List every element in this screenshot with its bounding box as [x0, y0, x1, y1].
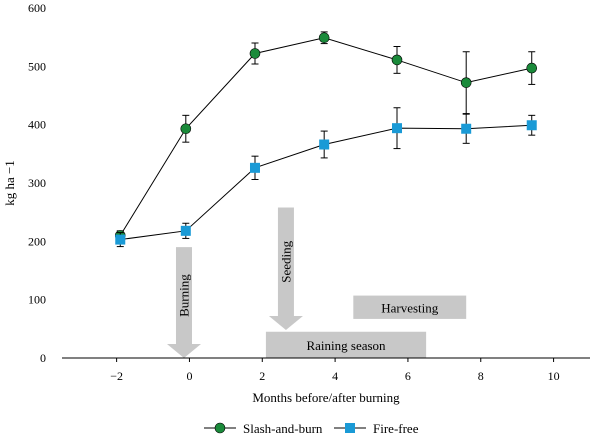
series-layer: [114, 31, 538, 248]
data-point: [249, 48, 261, 59]
y-axis-title: kg ha −1: [2, 160, 17, 206]
series-line-slash-and-burn: [119, 37, 532, 236]
x-tick-label: 8: [478, 369, 484, 383]
x-tick-label: 4: [332, 369, 338, 383]
x-tick-label: 6: [405, 369, 411, 383]
seeding-label: Seeding: [278, 240, 293, 282]
x-tick-label: 10: [548, 369, 560, 383]
burning-arrow: [166, 247, 201, 358]
data-point: [115, 234, 126, 245]
x-axis-ticks: −2 0 2 4 6 8 10: [110, 358, 560, 383]
x-axis-title: Months before/after burning: [252, 390, 400, 405]
y-tick-label: 300: [28, 176, 46, 190]
annotations-layer: Burning Seeding Raining season Harvesting: [166, 207, 467, 358]
legend-label-fire-free: Fire-free: [373, 421, 419, 435]
data-point: [460, 77, 472, 88]
y-axis-ticks: 0 100 200 300 400 500 600: [28, 1, 46, 365]
y-tick-label: 400: [28, 118, 46, 132]
harvesting-band: [353, 295, 467, 319]
raining-season-label: Raining season: [306, 338, 386, 353]
y-tick-label: 500: [28, 59, 46, 73]
x-tick-label: 2: [259, 369, 265, 383]
x-tick-label: 0: [186, 369, 192, 383]
data-point: [318, 32, 330, 44]
burning-label: Burning: [176, 274, 191, 317]
axes: −2 0 2 4 6 8 10 0 100 200 300 400 500 600 Months bef…: [2, 1, 590, 405]
series-slash-and-burn: [114, 31, 538, 241]
seeding-arrow: [268, 207, 303, 330]
data-point: [526, 120, 537, 131]
data-point: [180, 123, 192, 135]
data-point: [526, 62, 538, 74]
legend-label-slash-and-burn: Slash-and-burn: [243, 421, 323, 435]
y-tick-label: 100: [28, 293, 46, 307]
data-point: [180, 225, 191, 236]
harvesting-label: Harvesting: [381, 300, 439, 315]
data-point: [319, 139, 330, 150]
data-point: [249, 162, 260, 173]
raining-season-band: [265, 331, 427, 358]
y-tick-label: 600: [28, 1, 46, 15]
legend-item-slash-and-burn: Slash-and-burn: [204, 421, 323, 435]
data-point: [461, 123, 472, 134]
data-point: [391, 54, 403, 66]
data-point: [392, 123, 403, 134]
y-tick-label: 0: [40, 351, 46, 365]
legend-item-fire-free: Fire-free: [334, 421, 419, 435]
series-fire-free: [115, 107, 537, 248]
legend-marker-slash-and-burn: [214, 422, 226, 434]
x-tick-label: −2: [110, 369, 123, 383]
y-tick-label: 200: [28, 234, 46, 248]
legend-marker-fire-free: [345, 423, 355, 433]
legend: Slash-and-burn Fire-free: [204, 421, 419, 435]
